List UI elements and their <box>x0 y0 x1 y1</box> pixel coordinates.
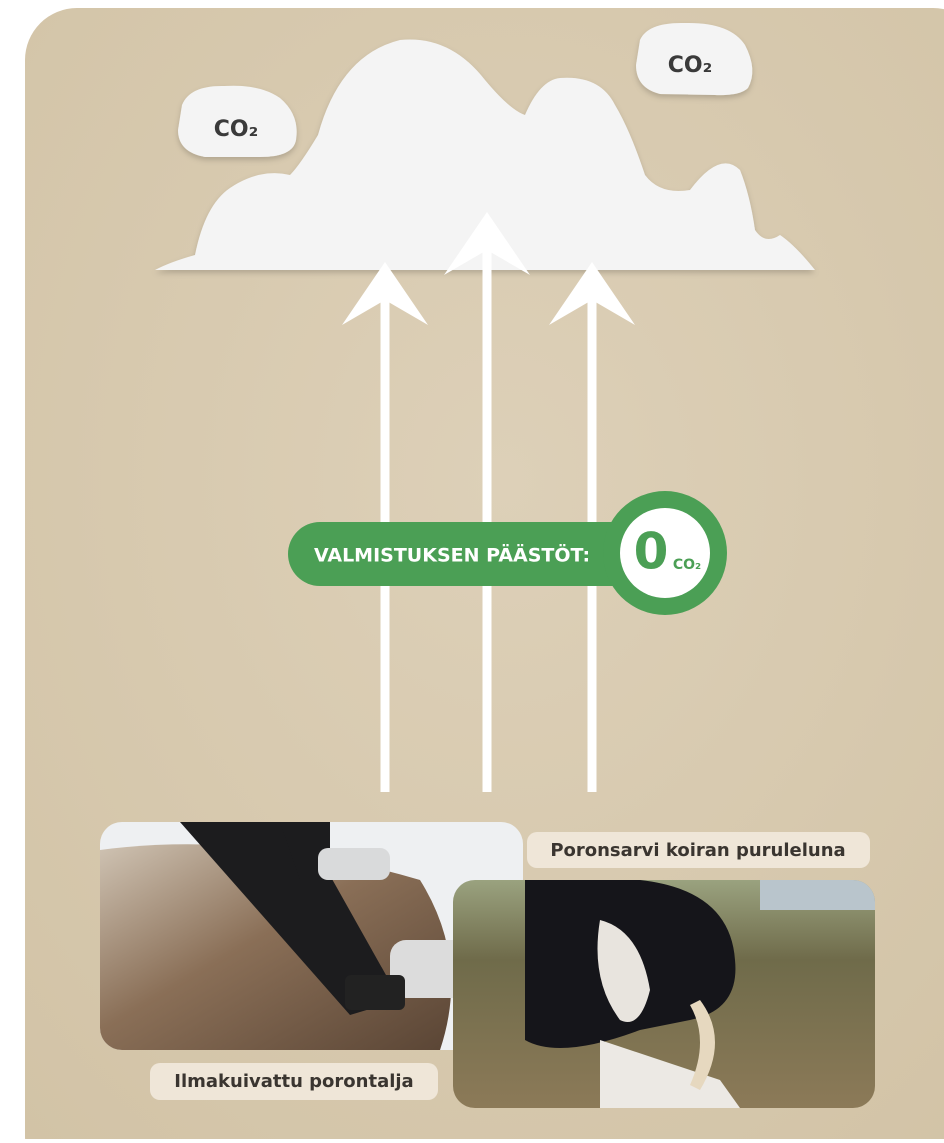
badge-label: VALMISTUKSEN PÄÄSTÖT: <box>314 543 590 567</box>
photo-caption: Poronsarvi koiran puruleluna <box>550 840 845 861</box>
badge-unit: CO₂ <box>673 557 701 573</box>
page: CO₂ CO₂ VALMISTUKSEN PÄÄSTÖT: 0 CO₂ P <box>0 0 944 1139</box>
photo-dog <box>453 878 875 1109</box>
photo-caption: Ilmakuivattu porontalja <box>174 1071 413 1092</box>
infographic: CO₂ CO₂ VALMISTUKSEN PÄÄSTÖT: 0 CO₂ P <box>0 0 944 1139</box>
co2-label: CO₂ <box>214 117 258 142</box>
badge-value: 0 <box>634 523 669 581</box>
co2-label: CO₂ <box>668 53 712 78</box>
